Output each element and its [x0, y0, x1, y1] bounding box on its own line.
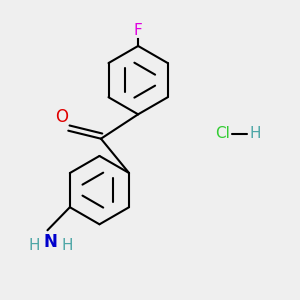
Text: H: H — [28, 238, 40, 253]
Text: H: H — [250, 126, 261, 141]
Text: H: H — [61, 238, 73, 253]
Text: O: O — [55, 108, 68, 126]
Text: F: F — [134, 23, 142, 38]
Text: Cl: Cl — [215, 126, 230, 141]
Text: N: N — [44, 233, 57, 251]
